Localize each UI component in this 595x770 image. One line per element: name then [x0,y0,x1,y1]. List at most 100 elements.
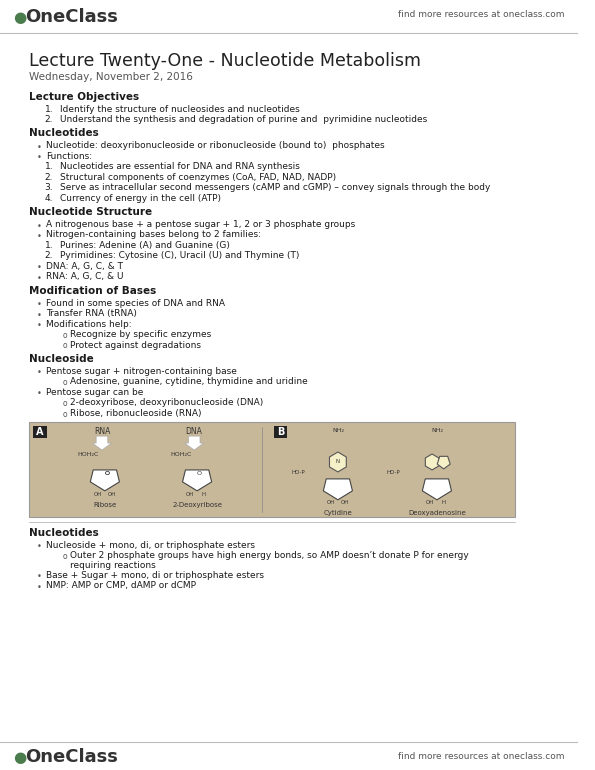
Polygon shape [437,457,450,469]
Text: B: B [277,427,284,437]
Text: H: H [202,492,206,497]
Text: Modifications help:: Modifications help: [46,320,131,329]
Text: Modification of Bases: Modification of Bases [29,286,156,296]
Text: o: o [62,331,67,340]
Text: Lecture Twenty-One - Nucleotide Metabolism: Lecture Twenty-One - Nucleotide Metaboli… [29,52,421,70]
Text: RNA: A, G, C, & U: RNA: A, G, C, & U [46,273,123,281]
Text: 4.: 4. [45,193,53,203]
Text: •: • [37,390,42,398]
Text: NH₂: NH₂ [332,428,344,433]
Polygon shape [425,454,439,470]
Text: •: • [37,583,42,592]
Polygon shape [183,470,212,490]
Text: •: • [37,542,42,551]
Text: A nitrogenous base + a pentose sugar + 1, 2 or 3 phosphate groups: A nitrogenous base + a pentose sugar + 1… [46,220,355,229]
Text: ●: ● [14,750,27,765]
Text: NMP: AMP or CMP, dAMP or dCMP: NMP: AMP or CMP, dAMP or dCMP [46,581,196,591]
Polygon shape [184,436,204,450]
Text: 2.: 2. [45,251,53,260]
Text: •: • [37,232,42,241]
Polygon shape [323,479,352,500]
Text: OH: OH [94,492,102,497]
Text: 2-Deoxyribose: 2-Deoxyribose [172,502,222,507]
Polygon shape [92,436,112,450]
FancyBboxPatch shape [33,426,46,438]
Text: o: o [62,342,67,350]
Text: o: o [62,399,67,408]
Text: •: • [37,572,42,581]
Text: Nucleotides: Nucleotides [29,527,99,537]
Text: Outer 2 phosphate groups have high energy bonds, so AMP doesn’t donate P for ene: Outer 2 phosphate groups have high energ… [70,551,469,560]
Text: HO-P: HO-P [292,470,305,475]
Text: Pentose sugar can be: Pentose sugar can be [46,388,143,397]
Text: Adenosine, guanine, cytidine, thymidine and uridine: Adenosine, guanine, cytidine, thymidine … [70,377,308,387]
Text: •: • [37,274,42,283]
Text: •: • [37,222,42,230]
Text: Nucleotides are essential for DNA and RNA synthesis: Nucleotides are essential for DNA and RN… [60,162,300,171]
Text: Base + Sugar + mono, di or triphosphate esters: Base + Sugar + mono, di or triphosphate … [46,571,264,580]
Text: OneClass: OneClass [25,8,118,26]
Text: •: • [37,300,42,310]
Text: Ribose: Ribose [93,502,117,507]
Text: OH: OH [327,500,335,505]
Text: OneClass: OneClass [25,748,118,765]
Text: OH: OH [340,500,349,505]
Polygon shape [90,470,120,490]
Text: O: O [104,471,109,477]
Text: Lecture Objectives: Lecture Objectives [29,92,139,102]
Text: 1.: 1. [45,105,54,113]
Text: HOH₂C: HOH₂C [170,452,191,457]
Text: Pyrimidines: Cytosine (C), Uracil (U) and Thymine (T): Pyrimidines: Cytosine (C), Uracil (U) an… [60,251,299,260]
Text: OH: OH [426,500,434,505]
Text: o: o [62,552,67,561]
Text: NH₂: NH₂ [431,428,443,433]
Polygon shape [422,479,452,500]
Text: find more resources at oneclass.com: find more resources at oneclass.com [397,10,564,19]
Text: o: o [62,410,67,419]
Text: 2.: 2. [45,172,53,182]
Text: •: • [37,263,42,273]
Text: Nucleoside + mono, di, or triphosphate esters: Nucleoside + mono, di, or triphosphate e… [46,541,255,550]
Text: 2-deoxyribose, deoxyribonucleoside (DNA): 2-deoxyribose, deoxyribonucleoside (DNA) [70,398,263,407]
Text: •: • [37,143,42,152]
Text: Deoxyadenosine: Deoxyadenosine [408,510,466,516]
Text: •: • [37,153,42,162]
Text: find more resources at oneclass.com: find more resources at oneclass.com [397,752,564,761]
Text: O: O [196,471,202,477]
Text: Structural components of coenzymes (CoA, FAD, NAD, NADP): Structural components of coenzymes (CoA,… [60,172,336,182]
Text: •: • [37,310,42,320]
Text: Found in some species of DNA and RNA: Found in some species of DNA and RNA [46,299,225,308]
Text: HOH₂C: HOH₂C [78,452,99,457]
Text: requiring reactions: requiring reactions [70,561,156,570]
Text: Nucleotides: Nucleotides [29,129,99,139]
Text: OH: OH [186,492,195,497]
Text: Currency of energy in the cell (ATP): Currency of energy in the cell (ATP) [60,193,221,203]
Text: Transfer RNA (tRNA): Transfer RNA (tRNA) [46,309,136,318]
Text: 3.: 3. [45,183,54,192]
Text: Protect against degradations: Protect against degradations [70,340,201,350]
Polygon shape [330,452,346,472]
Text: Wednesday, November 2, 2016: Wednesday, November 2, 2016 [29,72,193,82]
Text: •: • [37,368,42,377]
Text: DNA: DNA [186,427,203,436]
Text: OH: OH [108,492,116,497]
Text: Identify the structure of nucleosides and nucleotides: Identify the structure of nucleosides an… [60,105,300,113]
Text: RNA: RNA [94,427,110,436]
Text: •: • [37,321,42,330]
Text: Ribose, ribonucleoside (RNA): Ribose, ribonucleoside (RNA) [70,409,201,417]
FancyBboxPatch shape [274,426,287,438]
Text: ●: ● [14,10,27,25]
Text: Recognize by specific enzymes: Recognize by specific enzymes [70,330,211,339]
Text: Serve as intracellular second messengers (cAMP and cGMP) – convey signals throug: Serve as intracellular second messengers… [60,183,490,192]
Text: o: o [62,378,67,387]
Text: O: O [104,471,109,477]
Text: 1.: 1. [45,162,54,171]
Text: HO-P: HO-P [386,470,400,475]
Text: Nitrogen-containing bases belong to 2 families:: Nitrogen-containing bases belong to 2 fa… [46,230,261,239]
Text: DNA: A, G, C, & T: DNA: A, G, C, & T [46,262,123,271]
Text: Understand the synthesis and degradation of purine and  pyrimidine nucleotides: Understand the synthesis and degradation… [60,115,427,124]
Text: Functions:: Functions: [46,152,92,161]
Text: Nucleoside: Nucleoside [29,354,94,364]
FancyBboxPatch shape [29,422,515,517]
Text: Purines: Adenine (A) and Guanine (G): Purines: Adenine (A) and Guanine (G) [60,241,230,250]
